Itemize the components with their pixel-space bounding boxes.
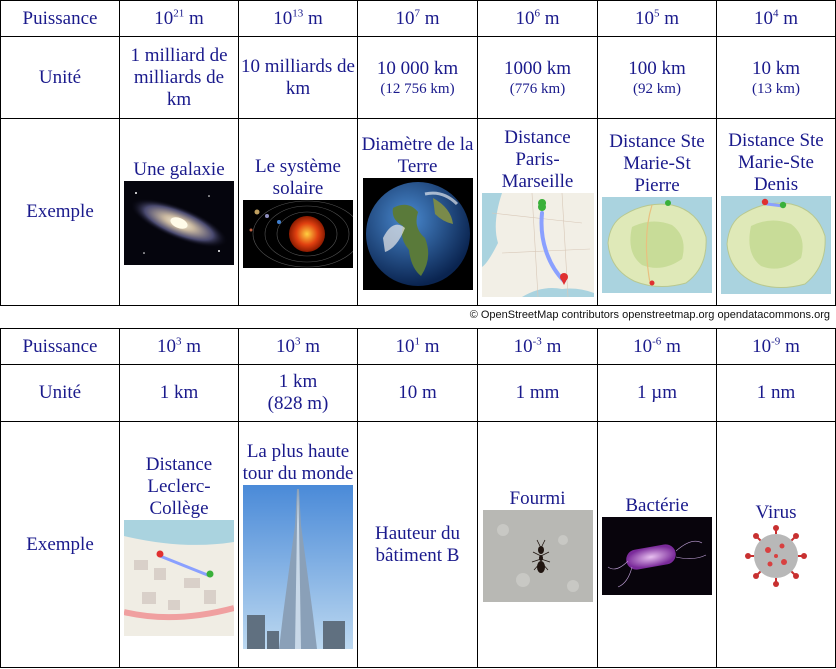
power-cell: 106 m bbox=[477, 0, 598, 37]
power-cell: 10-3 m bbox=[477, 328, 598, 365]
example-cell: Virus bbox=[716, 421, 836, 668]
example-label: Hauteur du bâtiment B bbox=[375, 522, 460, 566]
unit-cell: 10 milliards de km bbox=[238, 36, 358, 119]
galaxy-image bbox=[124, 181, 234, 265]
row-label-exemple: Exemple bbox=[0, 118, 120, 306]
row-label-exemple: Exemple bbox=[0, 421, 120, 668]
example-cell: Distance Leclerc-Collège bbox=[119, 421, 239, 668]
unit-cell: 1 km (828 m) bbox=[238, 364, 358, 422]
unit-cell: 1 km bbox=[119, 364, 239, 422]
powers-table-large: Puissance 1021 m 1013 m 107 m 106 m 105 … bbox=[0, 0, 836, 306]
example-cell: Le système solaire bbox=[238, 118, 358, 306]
solar-system-image bbox=[243, 200, 353, 268]
reunion-map-image bbox=[721, 196, 831, 294]
power-cell: 10-9 m bbox=[716, 328, 836, 365]
example-label: Virus bbox=[755, 501, 797, 523]
example-cell: Hauteur du bâtiment B bbox=[357, 421, 478, 668]
burj-khalifa-image bbox=[243, 484, 353, 649]
example-label: Distance Ste Marie-Ste Denis bbox=[728, 130, 824, 195]
power-cell: 107 m bbox=[357, 0, 478, 37]
unit-cell: 1 mm bbox=[477, 364, 598, 422]
example-label: Distance Leclerc-Collège bbox=[145, 453, 213, 519]
example-label: Bactérie bbox=[625, 494, 689, 516]
unit-cell: 10 000 km (12 756 km) bbox=[357, 36, 478, 119]
power-cell: 10-6 m bbox=[597, 328, 717, 365]
unit-cell: 100 km (92 km) bbox=[597, 36, 717, 119]
unit-cell: 1 nm bbox=[716, 364, 836, 422]
unit-cell: 1 milliard de milliards de km bbox=[119, 36, 239, 119]
power-cell: 105 m bbox=[597, 0, 717, 37]
row-label-puissance: Puissance bbox=[0, 0, 120, 37]
example-label: Une galaxie bbox=[133, 159, 225, 180]
example-label: Le système solaire bbox=[254, 156, 341, 199]
unit-cell: 1 µm bbox=[597, 364, 717, 422]
france-map-image bbox=[481, 193, 594, 297]
example-cell: Une galaxie bbox=[119, 118, 239, 306]
bacterium-image bbox=[602, 516, 712, 595]
example-label: Distance Paris-Marseille bbox=[501, 127, 574, 192]
example-cell: Distance Ste Marie-Ste Denis bbox=[716, 118, 836, 306]
power-cell: 103 m bbox=[238, 328, 358, 365]
example-label: La plus haute tour du monde bbox=[242, 440, 354, 484]
row-label-puissance: Puissance bbox=[0, 328, 120, 365]
reunion-map-image bbox=[602, 197, 712, 293]
power-cell: 104 m bbox=[716, 0, 836, 37]
power-cell: 101 m bbox=[357, 328, 478, 365]
example-cell: Distance Ste Marie-St Pierre bbox=[597, 118, 717, 306]
power-cell: 103 m bbox=[119, 328, 239, 365]
row-label-unite: Unité bbox=[0, 364, 120, 422]
powers-table-small: Puissance 103 m 103 m 101 m 10-3 m 10-6 … bbox=[0, 328, 836, 668]
town-map-image bbox=[124, 519, 234, 636]
example-cell: Fourmi bbox=[477, 421, 598, 668]
ant-image bbox=[482, 509, 593, 602]
map-credit: © OpenStreetMap contributors openstreetm… bbox=[469, 309, 830, 321]
power-cell: 1021 m bbox=[119, 0, 239, 37]
example-label: Distance Ste Marie-St Pierre bbox=[609, 131, 705, 196]
power-cell: 1013 m bbox=[238, 0, 358, 37]
example-cell: Diamètre de la Terre bbox=[357, 118, 478, 306]
virus-image bbox=[745, 524, 807, 587]
example-cell: Distance Paris-Marseille bbox=[477, 118, 598, 306]
example-cell: Bactérie bbox=[597, 421, 717, 668]
example-cell: La plus haute tour du monde bbox=[238, 421, 358, 668]
example-label: Fourmi bbox=[509, 487, 566, 509]
unit-cell: 10 km (13 km) bbox=[716, 36, 836, 119]
earth-image bbox=[362, 178, 473, 290]
row-label-unite: Unité bbox=[0, 36, 120, 119]
example-label: Diamètre de la Terre bbox=[361, 134, 474, 177]
unit-cell: 10 m bbox=[357, 364, 478, 422]
unit-cell: 1000 km (776 km) bbox=[477, 36, 598, 119]
